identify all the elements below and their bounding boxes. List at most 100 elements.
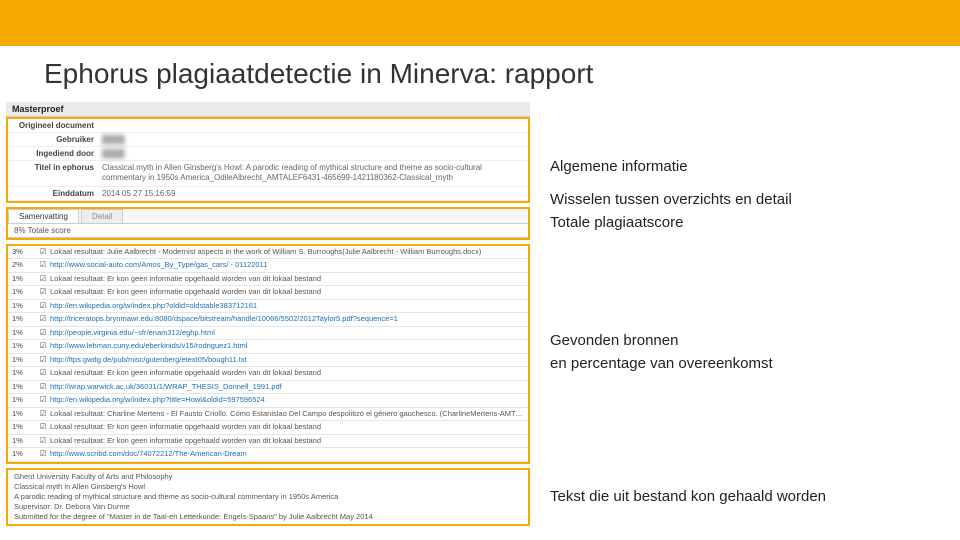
result-checkbox[interactable]: ☑ xyxy=(36,395,50,406)
result-percentage: 1% xyxy=(12,409,36,420)
meta-table: Origineel document Gebruiker ████ Ingedi… xyxy=(8,119,528,201)
result-percentage: 1% xyxy=(12,301,36,312)
meta-value: Classical myth in Allen Ginsberg's Howl:… xyxy=(102,163,524,184)
result-link[interactable]: http://triceratops.brynmawr.edu:8080/dsp… xyxy=(50,314,524,325)
result-checkbox[interactable]: ☑ xyxy=(36,436,50,447)
meta-row-date: Einddatum 2014 05 27 15:16:59 xyxy=(8,187,528,201)
result-percentage: 1% xyxy=(12,436,36,447)
result-checkbox[interactable]: ☑ xyxy=(36,260,50,271)
result-checkbox[interactable]: ☑ xyxy=(36,287,50,298)
meta-label: Gebruiker xyxy=(12,135,102,144)
result-percentage: 1% xyxy=(12,395,36,406)
extracted-text-box: Ghent University Faculty of Arts and Phi… xyxy=(6,468,530,527)
result-link[interactable]: http://wrap.warwick.ac.uk/36031/1/WRAP_T… xyxy=(50,382,524,393)
annotation-extracted: Tekst die uit bestand kon gehaald worden xyxy=(550,488,946,507)
results-box: 3%☑Lokaal resultaat: Julie Aalbrecht - M… xyxy=(6,244,530,464)
footer-line: Classical myth in Allen Ginsberg's Howl xyxy=(14,482,522,492)
result-row: 1%☑http://people.virginia.edu/~sfr/enam3… xyxy=(8,327,528,341)
meta-label: Einddatum xyxy=(12,189,102,198)
result-checkbox[interactable]: ☑ xyxy=(36,355,50,366)
result-row: 1%☑http://en.wikipedia.org/w/index.php?o… xyxy=(8,300,528,314)
meta-value-blurred: ████ xyxy=(102,135,524,144)
meta-row-student: Gebruiker ████ xyxy=(8,133,528,147)
result-percentage: 3% xyxy=(12,247,36,258)
result-checkbox[interactable]: ☑ xyxy=(36,301,50,312)
result-text: Lokaal resultaat: Er kon geen informatie… xyxy=(50,436,524,447)
result-checkbox[interactable]: ☑ xyxy=(36,328,50,339)
result-row: 1%☑http://www.lehman.cuny.edu/eberkinids… xyxy=(8,340,528,354)
result-text: Lokaal resultaat: Er kon geen informatie… xyxy=(50,368,524,379)
result-percentage: 1% xyxy=(12,422,36,433)
tabs-bar: Samenvatting Detail xyxy=(8,209,528,224)
result-percentage: 1% xyxy=(12,314,36,325)
footer-line: Ghent University Faculty of Arts and Phi… xyxy=(14,472,522,482)
meta-label: Ingediend door xyxy=(12,149,102,158)
footer-line: Supervisor: Dr. Debora Van Durme xyxy=(14,502,522,512)
result-row: 2%☑http://www.social-auto.com/Amos_By_Ty… xyxy=(8,259,528,273)
result-percentage: 1% xyxy=(12,368,36,379)
meta-value xyxy=(102,121,524,130)
meta-label: Titel in ephorus xyxy=(12,163,102,184)
general-info-box: Origineel document Gebruiker ████ Ingedi… xyxy=(6,117,530,203)
result-row: 1%☑http://www.scribd.com/doc/74072212/Th… xyxy=(8,448,528,462)
result-percentage: 1% xyxy=(12,341,36,352)
result-row: 1%☑Lokaal resultaat: Er kon geen informa… xyxy=(8,273,528,287)
tab-detail[interactable]: Detail xyxy=(81,209,123,223)
result-checkbox[interactable]: ☑ xyxy=(36,368,50,379)
results-list: 3%☑Lokaal resultaat: Julie Aalbrecht - M… xyxy=(8,246,528,462)
footer-line: A parodic reading of mythical structure … xyxy=(14,492,522,502)
result-row: 1%☑Lokaal resultaat: Charline Mertens - … xyxy=(8,408,528,422)
meta-row-submitted: Ingediend door ████ xyxy=(8,147,528,161)
result-link[interactable]: http://people.virginia.edu/~sfr/enam312/… xyxy=(50,328,524,339)
annotation-sources2: en percentage van overeenkomst xyxy=(550,355,946,374)
result-checkbox[interactable]: ☑ xyxy=(36,422,50,433)
result-percentage: 2% xyxy=(12,260,36,271)
result-checkbox[interactable]: ☑ xyxy=(36,382,50,393)
annotation-tabs1: Wisselen tussen overzichts en detail xyxy=(550,191,946,210)
slide-title: Ephorus plagiaatdetectie in Minerva: rap… xyxy=(0,46,960,102)
result-row: 3%☑Lokaal resultaat: Julie Aalbrecht - M… xyxy=(8,246,528,260)
result-checkbox[interactable]: ☑ xyxy=(36,409,50,420)
result-checkbox[interactable]: ☑ xyxy=(36,247,50,258)
result-link[interactable]: http://www.social-auto.com/Amos_By_Type/… xyxy=(50,260,524,271)
total-score: 8% Totale score xyxy=(8,224,528,238)
result-link[interactable]: http://en.wikipedia.org/w/index.php?oldi… xyxy=(50,301,524,312)
slide-topbar xyxy=(0,0,960,46)
result-checkbox[interactable]: ☑ xyxy=(36,314,50,325)
result-percentage: 1% xyxy=(12,274,36,285)
result-percentage: 1% xyxy=(12,355,36,366)
result-row: 1%☑Lokaal resultaat: Er kon geen informa… xyxy=(8,367,528,381)
extracted-text: Ghent University Faculty of Arts and Phi… xyxy=(8,470,528,525)
annotation-general: Algemene informatie xyxy=(550,158,946,177)
annotation-tabs2: Totale plagiaatscore xyxy=(550,214,946,233)
content-row: Masterproef Origineel document Gebruiker… xyxy=(0,102,960,530)
result-text: Lokaal resultaat: Julie Aalbrecht - Mode… xyxy=(50,247,524,258)
annotations-column: Algemene informatie Wisselen tussen over… xyxy=(530,102,960,511)
result-checkbox[interactable]: ☑ xyxy=(36,341,50,352)
report-screenshot: Masterproef Origineel document Gebruiker… xyxy=(0,102,530,530)
result-link[interactable]: http://www.scribd.com/doc/74072212/The-A… xyxy=(50,449,524,460)
meta-row-title: Titel in ephorus Classical myth in Allen… xyxy=(8,161,528,187)
result-row: 1%☑Lokaal resultaat: Er kon geen informa… xyxy=(8,286,528,300)
report-header: Masterproef xyxy=(6,102,530,117)
tabs-score-box: Samenvatting Detail 8% Totale score xyxy=(6,207,530,240)
footer-line: Submitted for the degree of "Master in d… xyxy=(14,512,522,522)
result-percentage: 1% xyxy=(12,328,36,339)
meta-value-blurred: ████ xyxy=(102,149,524,158)
tab-summary[interactable]: Samenvatting xyxy=(8,209,79,223)
result-link[interactable]: http://www.lehman.cuny.edu/eberkinids/v1… xyxy=(50,341,524,352)
result-row: 1%☑http://triceratops.brynmawr.edu:8080/… xyxy=(8,313,528,327)
result-percentage: 1% xyxy=(12,382,36,393)
result-row: 1%☑http://en.wikipedia.org/w/index.php?t… xyxy=(8,394,528,408)
result-row: 1%☑Lokaal resultaat: Er kon geen informa… xyxy=(8,435,528,449)
result-text: Lokaal resultaat: Charline Mertens - El … xyxy=(50,409,524,420)
annotation-sources1: Gevonden bronnen xyxy=(550,332,946,351)
result-checkbox[interactable]: ☑ xyxy=(36,449,50,460)
result-text: Lokaal resultaat: Er kon geen informatie… xyxy=(50,287,524,298)
result-link[interactable]: http://en.wikipedia.org/w/index.php?titl… xyxy=(50,395,524,406)
result-row: 1%☑http://ftps.gwdg.de/pub/misc/gutenber… xyxy=(8,354,528,368)
result-checkbox[interactable]: ☑ xyxy=(36,274,50,285)
result-link[interactable]: http://ftps.gwdg.de/pub/misc/gutenberg/e… xyxy=(50,355,524,366)
meta-label: Origineel document xyxy=(12,121,102,130)
result-row: 1%☑Lokaal resultaat: Er kon geen informa… xyxy=(8,421,528,435)
